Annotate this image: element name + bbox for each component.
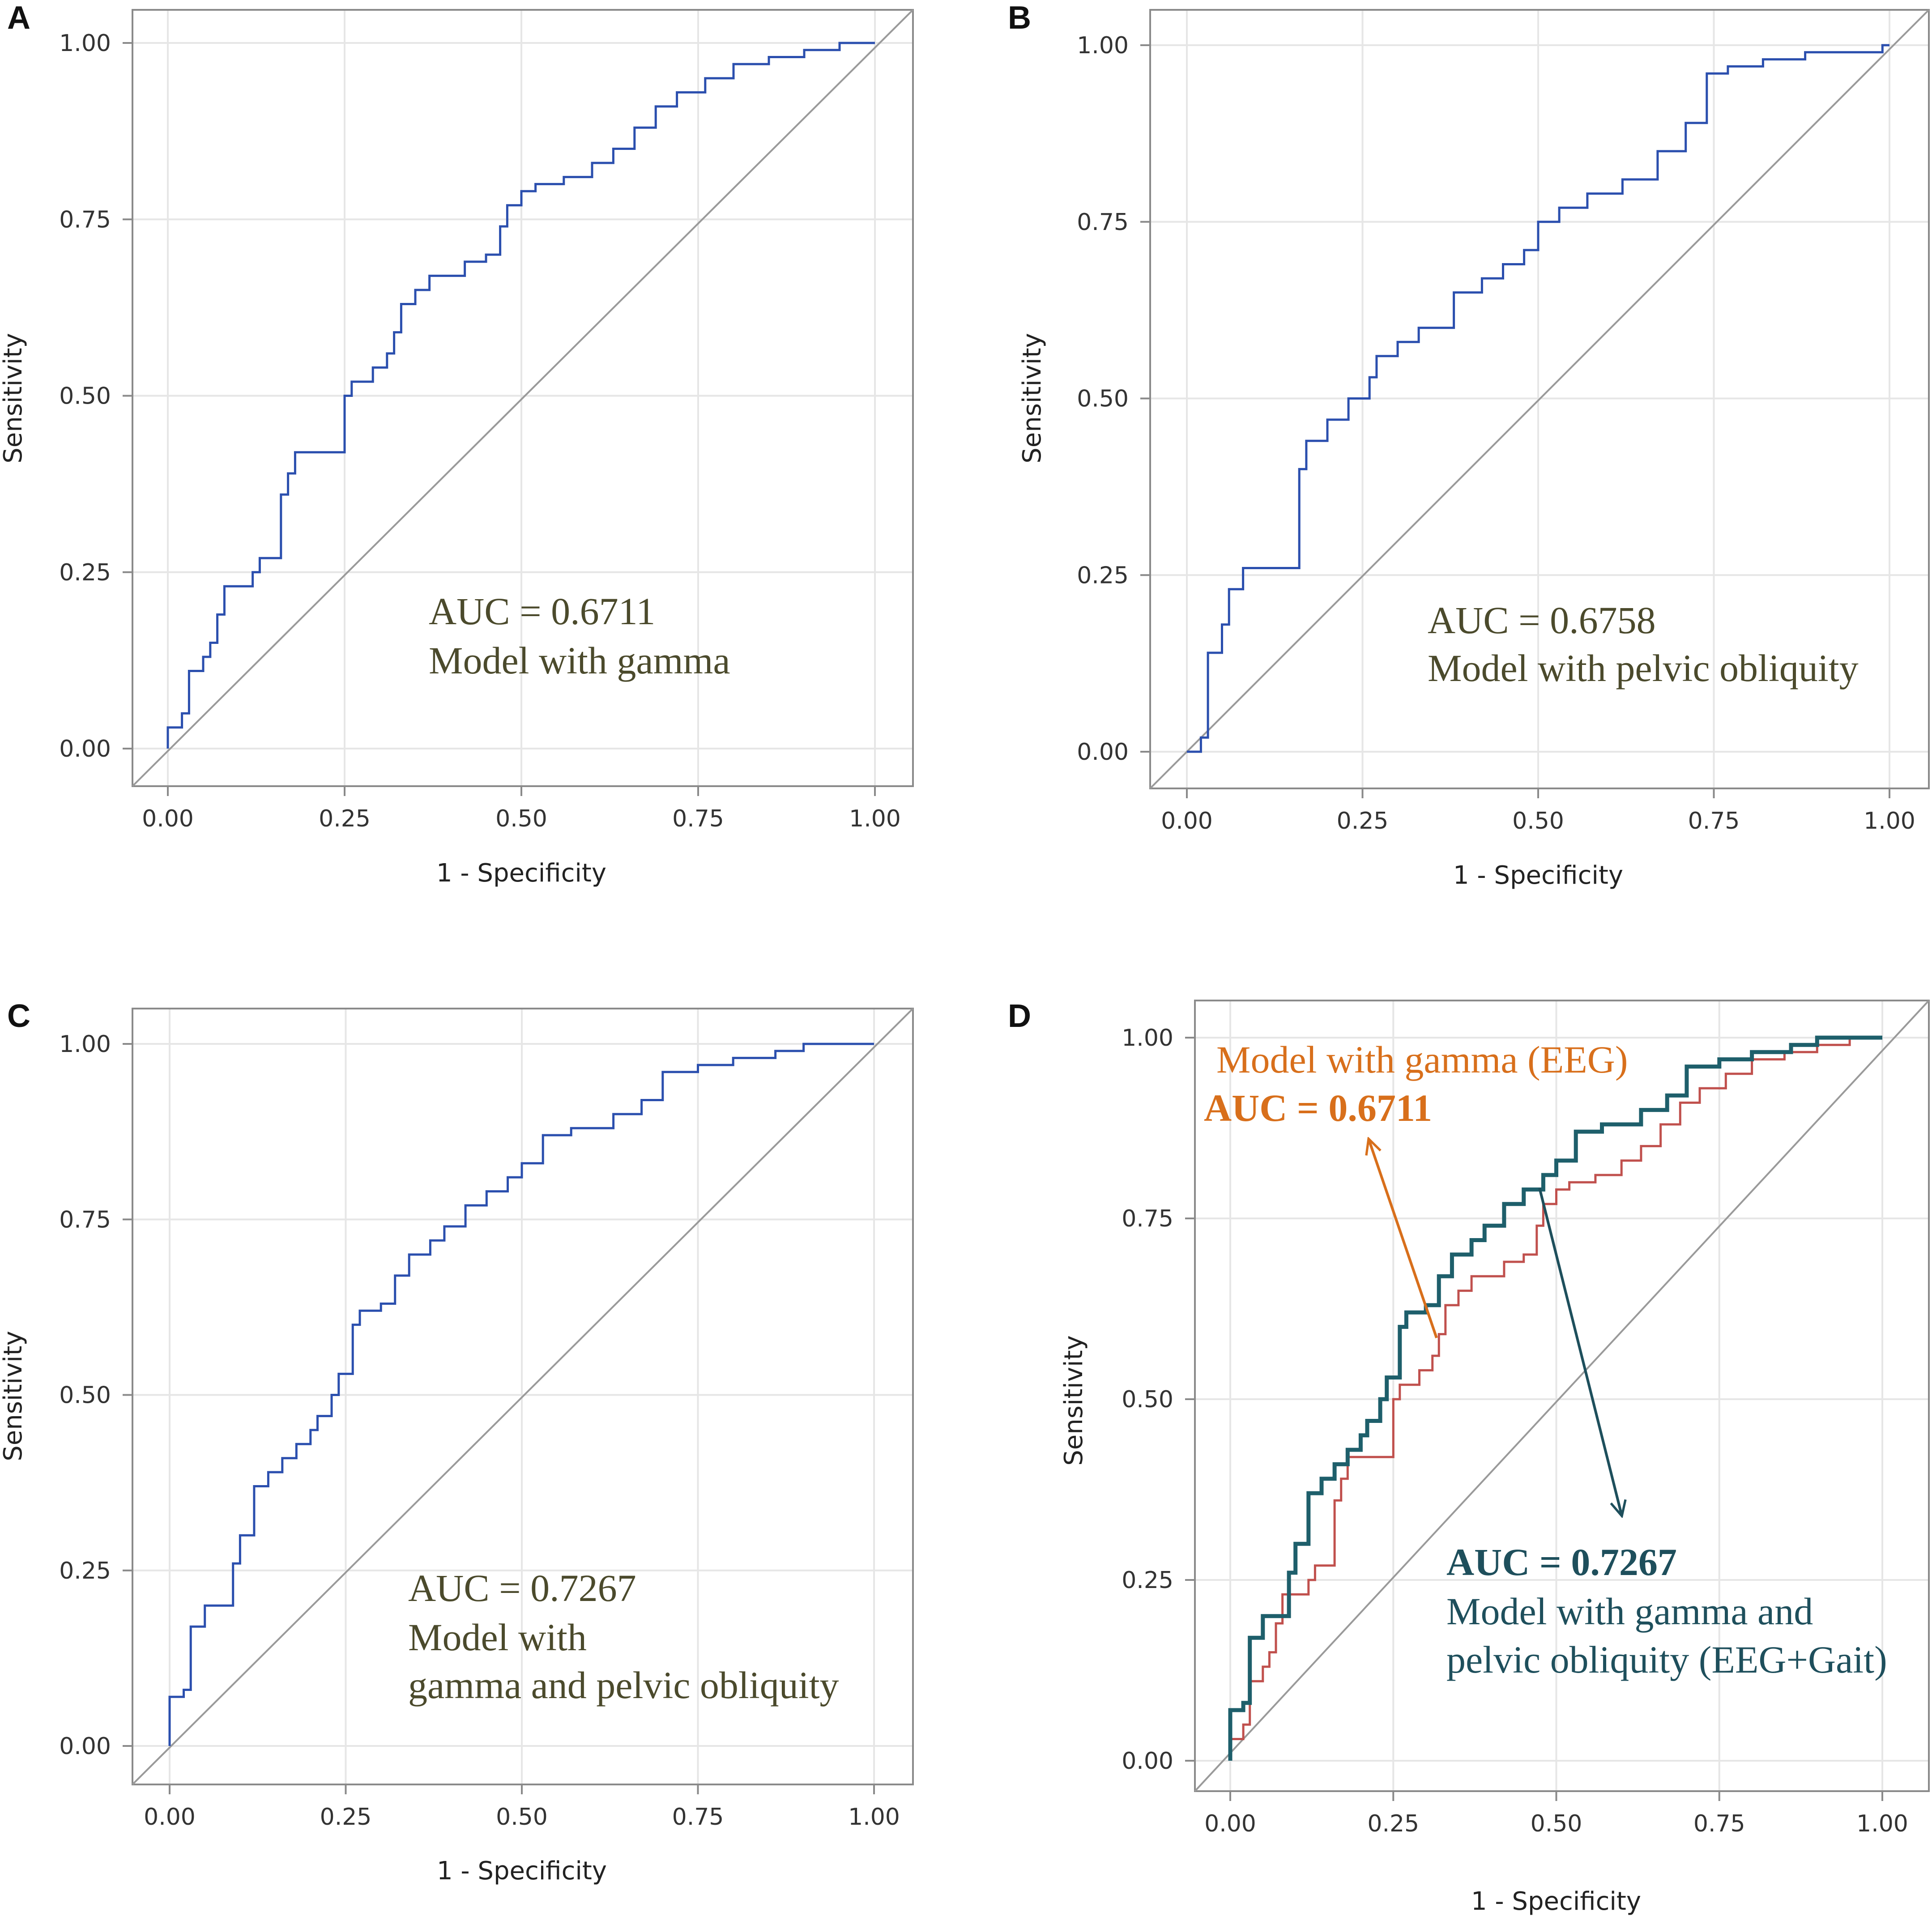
panel-b-letter: B — [1008, 0, 1031, 36]
panel-b-y-tick-label: 0.00 — [1077, 739, 1129, 766]
panel-a-x-tick-label: 1.00 — [849, 805, 901, 832]
panel-d-y-tick-label: 0.25 — [1122, 1567, 1173, 1594]
panel-d-reference-diagonal — [1194, 1000, 1930, 1792]
panel-d-x-tick-label: 0.50 — [1531, 1810, 1582, 1837]
panel-a-y-tick-label: 0.75 — [59, 206, 111, 233]
panel-b-x-tick-label: 1.00 — [1864, 808, 1915, 835]
panel-a-x-tick-label: 0.50 — [495, 805, 547, 832]
panel-a: A 0.00 0.25 0.50 0.75 1.00 0.00 0.25 0.50 0.75 1.0… — [0, 0, 914, 888]
panel-d-annotation-5: pelvic obliquity (EEG+Gait) — [1446, 1638, 1887, 1681]
panel-d-x-axis-title: 1 - Specificity — [1471, 1887, 1641, 1916]
panel-a-letter: A — [7, 0, 30, 36]
panel-d-y-axis-title: Sensitivity — [1059, 1335, 1088, 1466]
panel-c-x-tick-label: 0.50 — [496, 1804, 548, 1831]
panel-c-y-tick-label: 1.00 — [59, 1031, 111, 1058]
panel-b-y-tick-label: 0.75 — [1077, 209, 1129, 236]
panel-d-letter: D — [1008, 998, 1031, 1034]
panel-b-x-tick-label: 0.25 — [1337, 808, 1389, 835]
panel-a-x-tick-label: 0.00 — [142, 805, 194, 832]
panel-a-x-axis-title: 1 - Specificity — [436, 859, 606, 888]
panel-d-x-tick-label: 0.75 — [1693, 1810, 1745, 1837]
panel-d-plot-frame — [1194, 1000, 1930, 1792]
panel-a-plot-frame — [132, 9, 914, 787]
panel-d-arrow-eeg — [1369, 1139, 1438, 1338]
panel-c-annotation-3: gamma and pelvic obliquity — [408, 1664, 839, 1707]
panel-d-roc-curve-1 — [1229, 1036, 1882, 1761]
panel-c-reference-diagonal — [132, 1008, 914, 1785]
panel-b: B 0.00 0.25 0.50 0.75 1.00 0.00 0.25 0.50 0.75 1.0… — [1008, 0, 1930, 890]
panel-a-y-tick-label: 0.25 — [59, 559, 111, 586]
panel-a-x-tick-label: 0.75 — [672, 805, 724, 832]
panel-a-y-tick-label: 1.00 — [59, 30, 111, 57]
panel-b-y-tick-label: 0.25 — [1077, 562, 1129, 589]
panel-a-annotation-2: Model with gamma — [429, 639, 730, 682]
panel-b-x-tick-label: 0.50 — [1512, 808, 1564, 835]
panel-b-y-tick-label: 0.50 — [1077, 386, 1129, 413]
panel-d-annotation-4: Model with gamma and — [1446, 1590, 1813, 1633]
panel-d: D 0.00 0.25 0.50 0.75 1.00 0.00 0.25 0.50 0.75 1.0… — [1008, 998, 1930, 1916]
panel-c-x-tick-label: 0.75 — [672, 1804, 724, 1831]
panel-a-annotation-1: AUC = 0.6711 — [429, 590, 655, 633]
panel-a-roc-curve-1 — [166, 42, 875, 749]
panel-b-x-tick-label: 0.00 — [1161, 808, 1213, 835]
panel-c-x-axis-title: 1 - Specificity — [437, 1856, 607, 1886]
panel-b-roc-curve-1 — [1187, 44, 1889, 753]
panel-c-annotation-2: Model with — [408, 1616, 587, 1659]
panel-d-y-tick-label: 0.00 — [1122, 1748, 1173, 1775]
panel-d-arrow-eeg-gait — [1538, 1188, 1622, 1516]
panel-c-y-tick-label: 0.00 — [59, 1733, 111, 1760]
panel-c: C 0.00 0.25 0.50 0.75 1.00 0.00 0.25 0.50 0.75 1.0… — [0, 998, 914, 1886]
panel-b-x-tick-label: 0.75 — [1688, 808, 1740, 835]
panel-d-annotation-3: AUC = 0.7267 — [1446, 1541, 1677, 1584]
panel-a-reference-diagonal — [132, 9, 914, 787]
panel-c-y-tick-label: 0.75 — [59, 1206, 111, 1233]
panel-c-y-tick-label: 0.50 — [59, 1382, 111, 1409]
panel-c-letter: C — [7, 998, 30, 1034]
panel-d-x-tick-label: 0.00 — [1204, 1810, 1256, 1837]
panel-d-x-tick-label: 1.00 — [1856, 1810, 1908, 1837]
panel-c-x-tick-label: 0.00 — [144, 1804, 196, 1831]
panel-b-reference-diagonal — [1149, 9, 1930, 789]
panel-d-annotation-1: Model with gamma (EEG) — [1216, 1038, 1628, 1081]
panel-a-y-tick-label: 0.50 — [59, 383, 111, 410]
panel-b-y-tick-label: 1.00 — [1077, 32, 1129, 59]
panel-c-x-tick-label: 0.25 — [320, 1804, 372, 1831]
panel-b-annotation-1: AUC = 0.6758 — [1428, 599, 1656, 642]
panel-b-x-axis-title: 1 - Specificity — [1453, 861, 1623, 890]
panel-b-y-axis-title: Sensitivity — [1018, 333, 1047, 464]
panel-c-y-tick-label: 0.25 — [59, 1558, 111, 1584]
panel-a-y-tick-label: 0.00 — [59, 736, 111, 762]
panel-d-annotation-2: AUC = 0.6711 — [1204, 1086, 1432, 1129]
panel-d-y-tick-label: 0.50 — [1122, 1386, 1173, 1413]
panel-d-y-tick-label: 0.75 — [1122, 1205, 1173, 1232]
panel-c-y-axis-title: Sensitivity — [0, 1331, 28, 1461]
panel-c-annotation-1: AUC = 0.7267 — [408, 1567, 636, 1609]
panel-a-x-tick-label: 0.25 — [319, 805, 371, 832]
panel-c-roc-curve-1 — [168, 1043, 874, 1746]
panel-c-x-tick-label: 1.00 — [848, 1804, 900, 1831]
panel-d-roc-curve-2 — [1228, 1035, 1882, 1761]
panel-a-y-axis-title: Sensitivity — [0, 333, 28, 464]
panel-d-x-tick-label: 0.25 — [1367, 1810, 1419, 1837]
panel-b-annotation-2: Model with pelvic obliquity — [1428, 647, 1859, 690]
panel-d-y-tick-label: 1.00 — [1122, 1025, 1173, 1052]
